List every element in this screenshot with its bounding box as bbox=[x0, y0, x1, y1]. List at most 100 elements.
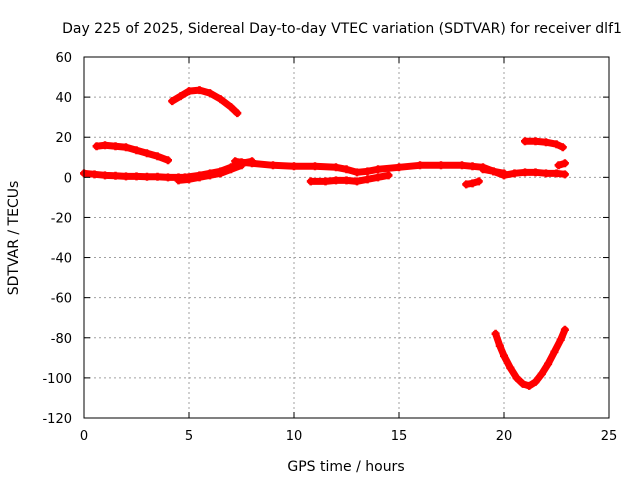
data-point bbox=[185, 87, 193, 96]
data-point bbox=[458, 161, 466, 170]
x-tick-label: 0 bbox=[80, 429, 88, 444]
x-tick-label: 15 bbox=[391, 429, 408, 444]
data-point bbox=[332, 176, 340, 185]
y-axis-title: SDTVAR / TECUs bbox=[6, 181, 22, 296]
x-tick-label: 5 bbox=[185, 429, 193, 444]
data-point bbox=[321, 177, 330, 186]
data-point bbox=[560, 170, 569, 179]
series-arc-8 bbox=[462, 177, 483, 189]
data-point bbox=[550, 347, 559, 356]
data-point bbox=[353, 168, 361, 177]
data-point bbox=[311, 162, 319, 171]
data-point bbox=[90, 170, 99, 179]
data-point bbox=[521, 168, 529, 177]
data-point bbox=[237, 158, 246, 167]
data-point bbox=[479, 165, 487, 174]
data-point bbox=[542, 138, 550, 147]
data-point bbox=[353, 177, 361, 186]
data-point bbox=[518, 379, 527, 388]
data-point bbox=[122, 172, 130, 181]
data-point bbox=[101, 171, 109, 180]
y-tick-label: -100 bbox=[42, 372, 72, 387]
data-point bbox=[531, 137, 540, 146]
data-point bbox=[554, 161, 563, 170]
x-tick-label: 10 bbox=[286, 429, 303, 444]
x-axis-title: GPS time / hours bbox=[287, 459, 404, 475]
data-point bbox=[174, 176, 183, 185]
data-point bbox=[290, 162, 298, 171]
data-point bbox=[395, 163, 403, 172]
data-point bbox=[111, 171, 120, 180]
data-point bbox=[500, 351, 508, 360]
data-point bbox=[180, 173, 189, 182]
data-point bbox=[556, 335, 565, 344]
data-point bbox=[233, 109, 242, 118]
data-point bbox=[216, 167, 225, 176]
y-tick-label: 20 bbox=[55, 131, 72, 146]
data-point bbox=[164, 173, 172, 182]
data-point bbox=[468, 162, 477, 171]
data-point bbox=[206, 89, 214, 98]
series-arc-12 bbox=[491, 325, 569, 390]
data-point bbox=[512, 373, 521, 382]
data-point bbox=[525, 381, 534, 390]
data-point bbox=[416, 161, 424, 170]
data-point bbox=[227, 103, 235, 112]
data-point bbox=[560, 325, 569, 334]
data-point bbox=[195, 86, 204, 95]
y-tick-label: -120 bbox=[42, 412, 72, 427]
data-point bbox=[552, 140, 561, 149]
data-point bbox=[468, 179, 477, 188]
data-point bbox=[306, 177, 315, 186]
y-tick-label: 0 bbox=[64, 171, 72, 186]
data-point bbox=[531, 377, 540, 386]
data-point bbox=[227, 163, 235, 172]
data-point bbox=[495, 341, 504, 350]
data-point bbox=[491, 329, 500, 338]
y-tick-label: -20 bbox=[51, 211, 72, 226]
data-point bbox=[168, 97, 177, 106]
series-arc-3 bbox=[168, 86, 242, 118]
data-point bbox=[542, 169, 550, 178]
data-point bbox=[195, 171, 204, 180]
data-point bbox=[552, 169, 561, 178]
chart-title: Day 225 of 2025, Sidereal Day-to-day VTE… bbox=[62, 21, 622, 37]
data-point bbox=[363, 175, 372, 184]
data-point bbox=[143, 149, 151, 158]
y-tick-label: -80 bbox=[51, 332, 72, 347]
data-point bbox=[506, 363, 515, 372]
data-point bbox=[374, 165, 382, 174]
data-point bbox=[474, 177, 483, 186]
data-series bbox=[80, 86, 569, 390]
data-point bbox=[489, 167, 498, 176]
y-tick-label: 60 bbox=[55, 51, 72, 66]
data-point bbox=[560, 159, 569, 168]
series-arc-9 bbox=[479, 165, 569, 180]
data-point bbox=[132, 172, 141, 181]
data-point bbox=[531, 168, 540, 177]
y-tick-label: 40 bbox=[55, 91, 72, 106]
data-point bbox=[143, 172, 151, 181]
data-point bbox=[342, 165, 351, 174]
y-tick-label: -60 bbox=[51, 292, 72, 307]
data-point bbox=[537, 369, 546, 378]
x-tick-label: 20 bbox=[496, 429, 513, 444]
data-point bbox=[332, 163, 340, 172]
data-point bbox=[544, 359, 553, 368]
data-point bbox=[374, 173, 382, 182]
data-point bbox=[558, 143, 567, 152]
data-point bbox=[363, 167, 372, 176]
data-point bbox=[153, 172, 162, 181]
series-arc-7 bbox=[306, 171, 393, 186]
data-point bbox=[216, 95, 225, 104]
series-arc-10 bbox=[521, 137, 567, 152]
data-point bbox=[111, 142, 120, 151]
plot-frame bbox=[83, 56, 610, 419]
y-tick-label: -40 bbox=[51, 252, 72, 267]
data-point bbox=[510, 169, 519, 178]
data-point bbox=[500, 171, 508, 180]
data-point bbox=[101, 141, 109, 150]
data-point bbox=[342, 176, 351, 185]
